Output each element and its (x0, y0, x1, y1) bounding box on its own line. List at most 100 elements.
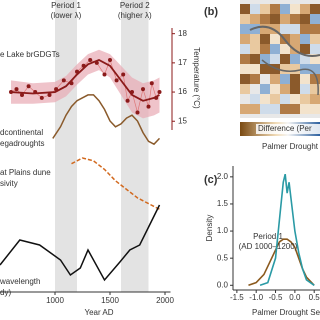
map-cell (270, 14, 280, 24)
x-tick-label: 1000 (46, 296, 64, 305)
y-tick-label: 0.0 (217, 280, 229, 289)
map-cell (280, 44, 290, 54)
panel-label: (b) (204, 6, 218, 18)
map-cell (270, 104, 280, 114)
river (261, 59, 319, 96)
map-cell (300, 44, 310, 54)
data-point (61, 78, 66, 83)
map-cell (300, 34, 310, 44)
data-point (135, 110, 140, 115)
series-label: e Lake brGDGTs (0, 50, 60, 59)
map-cell (290, 64, 300, 74)
map-cell (270, 94, 280, 104)
x-tick-label: -1.5 (230, 293, 244, 302)
map-cell (280, 84, 290, 94)
map-cell (240, 64, 250, 74)
map-cell (250, 104, 260, 114)
map-cell (310, 44, 320, 54)
data-point (88, 57, 93, 62)
map-cell (250, 54, 260, 64)
data-point (26, 84, 31, 89)
map-cell (310, 4, 320, 14)
map-cell (290, 34, 300, 44)
map-cell (290, 74, 300, 84)
data-point (157, 90, 162, 95)
legend-box (256, 124, 320, 134)
data-point (141, 87, 145, 92)
map-cell (290, 104, 300, 114)
map-cell (310, 54, 320, 64)
map-cell (240, 84, 250, 94)
map-cell (270, 74, 280, 84)
map-cell (310, 104, 320, 114)
map-cell (290, 94, 300, 104)
map-cell (260, 4, 270, 14)
map-cell (270, 4, 280, 14)
map-cell (280, 94, 290, 104)
data-point (20, 92, 24, 97)
data-point (125, 98, 130, 103)
map-cell (250, 34, 260, 44)
map-cell (300, 4, 310, 14)
data-point (54, 87, 59, 92)
x-tick-label: 2000 (156, 296, 174, 305)
data-point (69, 81, 74, 86)
data-point (39, 95, 44, 100)
map-cell (290, 14, 300, 24)
map-cell (310, 94, 320, 104)
map-cell (290, 84, 300, 94)
series-line (52, 94, 161, 146)
map-cell (280, 54, 290, 64)
map-cell (270, 54, 280, 64)
x-axis-label: Year AD (84, 308, 113, 317)
period-note: (higher λ) (118, 11, 152, 20)
period-shade (121, 0, 149, 292)
map-cell (310, 14, 320, 24)
map-cell (260, 54, 270, 64)
x-tick-label: 0.0 (289, 293, 301, 302)
density-line (259, 173, 315, 287)
y-axis-label: Density (205, 215, 214, 242)
map-cell (250, 44, 260, 54)
map-cell (290, 24, 300, 34)
map-cell (250, 4, 260, 14)
data-point (114, 78, 119, 83)
y-tick-label: 1.0 (217, 226, 229, 235)
series-label: egadroughts (0, 139, 44, 148)
x-tick-label: 1500 (101, 296, 119, 305)
map-cell (290, 54, 300, 64)
legend-axis: Palmer Drought S (262, 142, 320, 151)
smooth-line (10, 58, 160, 102)
map-cell (240, 54, 250, 64)
data-point (154, 95, 159, 100)
x-tick-label: 0.5 (309, 293, 320, 302)
data-point (9, 90, 13, 95)
y2-axis-label: Temperature (°C) (192, 47, 201, 109)
period-label: Period 1 (51, 1, 81, 10)
map-cell (240, 104, 250, 114)
map-cell (250, 64, 260, 74)
data-point (81, 63, 86, 68)
map-cell (300, 84, 310, 94)
series-label: wavelength (0, 277, 40, 286)
map-cell (280, 14, 290, 24)
map-cell (300, 54, 310, 64)
y2-tick-label: 16 (178, 87, 187, 96)
x-tick-label: -1.0 (249, 293, 263, 302)
data-point (75, 69, 79, 74)
map-cell (300, 104, 310, 114)
map-cell (310, 84, 320, 94)
y-tick-label: 1.5 (217, 199, 229, 208)
data-point (102, 72, 107, 77)
series-label: dy) (0, 288, 11, 297)
map-cell (260, 44, 270, 54)
y-tick-label: 2.0 (217, 172, 229, 181)
river (249, 25, 320, 57)
period-label: Period 2 (120, 1, 150, 10)
map-cell (260, 14, 270, 24)
data-point (14, 87, 19, 92)
map-cell (270, 64, 280, 74)
series-label: Period 1 (253, 232, 283, 241)
map-cell (260, 64, 270, 74)
